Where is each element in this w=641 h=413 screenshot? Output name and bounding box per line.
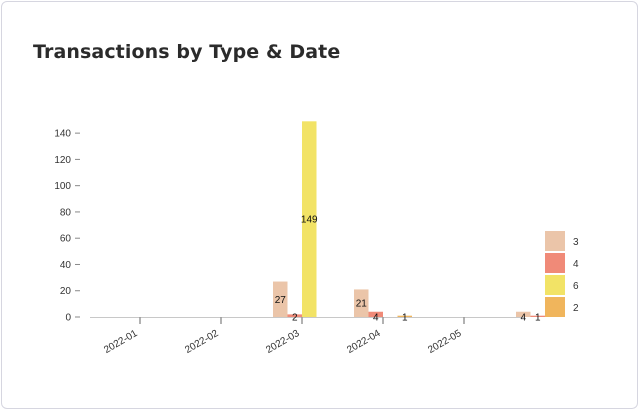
x-tick-label: 2022-01: [102, 328, 140, 356]
x-tick-label: 2022-03: [264, 328, 302, 356]
data-label-4-2022-03: 4: [373, 313, 379, 324]
legend-swatch-3[interactable]: [545, 231, 565, 251]
axes: 0 20 40 60 80 100 120 140 2022-01 2022-02 2022-03 2…: [54, 129, 525, 356]
data-label-3-2022-03: 21: [356, 299, 368, 310]
x-tick-label: 2022-02: [183, 328, 221, 356]
data-label-4-2022-05: 1: [535, 313, 541, 324]
legend-label-4[interactable]: 4: [573, 259, 579, 270]
legend-label-2[interactable]: 2: [573, 303, 579, 314]
y-tick-label: 100: [54, 181, 71, 192]
data-label-3-2022-05: 4: [520, 313, 526, 324]
y-tick-label: 80: [60, 207, 72, 218]
data-label-4-2022-02: 2: [292, 313, 298, 324]
y-tick-label: 40: [60, 260, 72, 271]
bar-series-4-2022-05: [530, 315, 545, 317]
data-label-2-2022-03: 1: [402, 313, 408, 324]
chart-title: Transactions by Type & Date: [33, 41, 341, 63]
y-tick-label: 60: [60, 234, 72, 245]
x-tick-label: 2022-05: [426, 328, 464, 356]
legend-label-3[interactable]: 3: [573, 237, 579, 248]
bar-series-6-2022-02: [302, 121, 317, 318]
y-tick-label: 140: [54, 129, 71, 140]
bar-series-4-2022-02: [287, 314, 302, 317]
data-label-3-2022-02: 27: [275, 295, 287, 306]
legend-swatch-6[interactable]: [545, 275, 565, 295]
bar-series-4-2022-03: [368, 311, 383, 317]
legend-label-6[interactable]: 6: [573, 281, 579, 292]
data-label-6-2022-02: 149: [301, 215, 318, 226]
bar-series-3-2022-03: [354, 289, 369, 317]
y-tick-label: 0: [65, 313, 71, 324]
x-tick-label: 2022-04: [345, 328, 383, 356]
legend-swatch-4[interactable]: [545, 253, 565, 273]
legend: 3 4 6 2: [545, 231, 579, 317]
bar-series-3-2022-05: [516, 311, 531, 317]
y-tick-label: 120: [54, 155, 71, 166]
bars: [273, 121, 545, 318]
legend-swatch-2[interactable]: [545, 297, 565, 317]
y-tick-label: 20: [60, 286, 72, 297]
bar-series-3-2022-02: [273, 281, 288, 317]
bar-series-2-2022-03: [397, 315, 412, 317]
